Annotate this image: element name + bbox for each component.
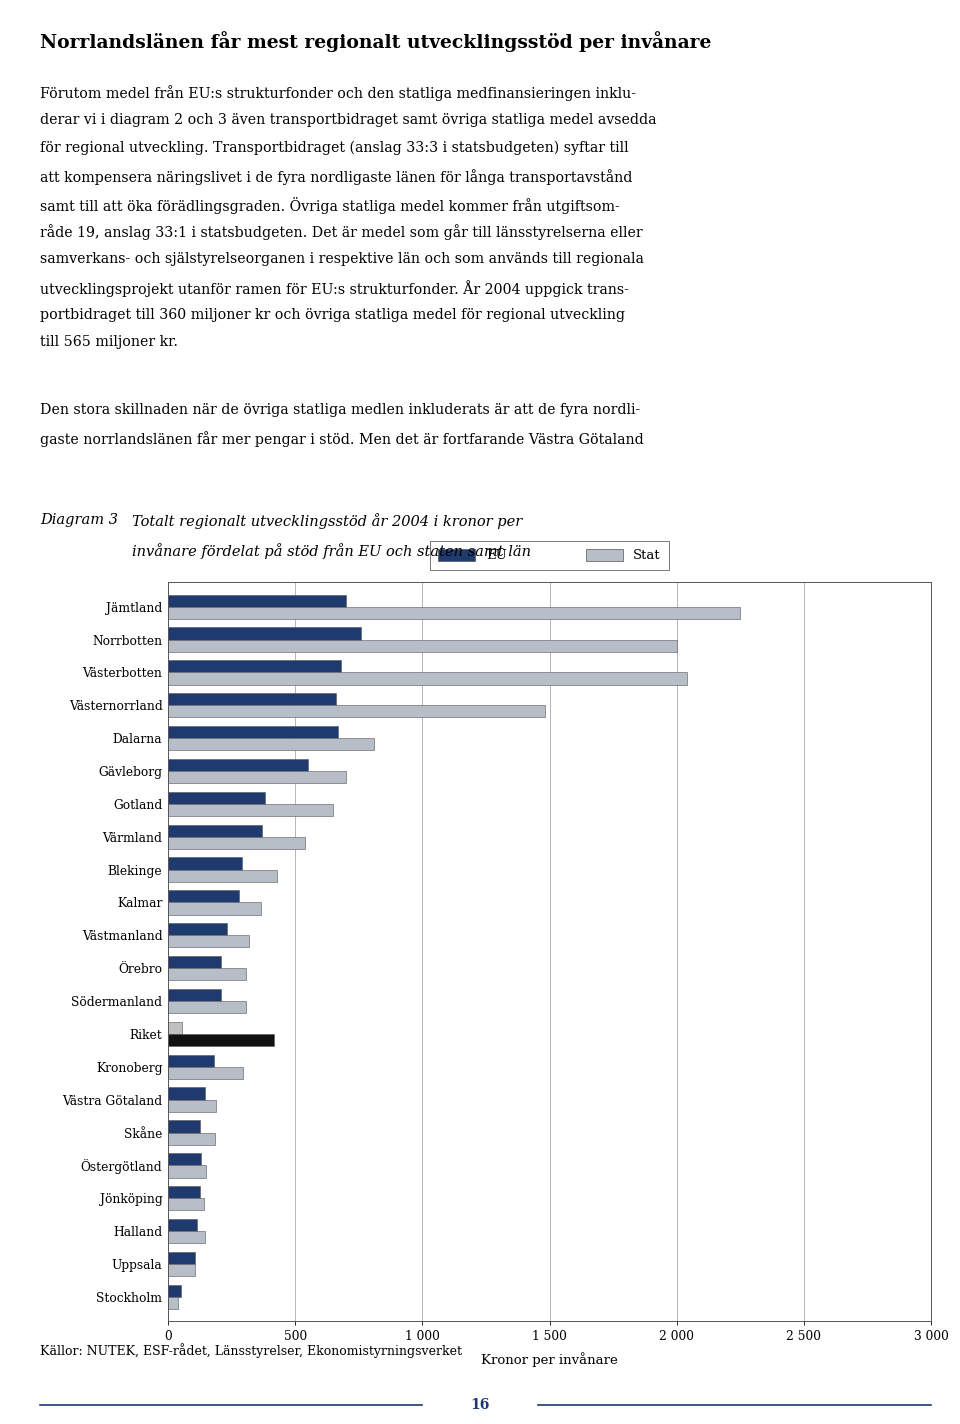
Bar <box>168 1121 200 1132</box>
Bar <box>168 837 305 849</box>
Bar <box>168 1232 204 1243</box>
Bar <box>168 1001 246 1014</box>
Bar <box>168 988 222 1001</box>
Text: Totalt regionalt utvecklingsstöd år 2004 i kronor per: Totalt regionalt utvecklingsstöd år 2004… <box>132 513 522 528</box>
Bar <box>168 936 250 947</box>
Bar <box>168 1055 214 1067</box>
Text: Förutom medel från EU:s strukturfonder och den statliga medfinansieringen inklu-: Förutom medel från EU:s strukturfonder o… <box>40 85 636 101</box>
Bar <box>168 770 346 783</box>
Bar <box>168 956 222 968</box>
Bar <box>168 1297 179 1309</box>
Bar <box>168 607 740 619</box>
Legend: EU, Stat: EU, Stat <box>430 541 669 570</box>
Bar <box>168 672 687 685</box>
Bar <box>168 705 544 718</box>
Bar <box>168 923 227 936</box>
Bar <box>168 903 261 914</box>
Bar <box>168 628 361 639</box>
Bar <box>168 805 333 816</box>
Text: för regional utveckling. Transportbidraget (anslag 33:3 i statsbudgeten) syftar : för regional utveckling. Transportbidrag… <box>40 141 629 155</box>
Text: samverkans- och själstyrelseorganen i respektive län och som används till region: samverkans- och själstyrelseorganen i re… <box>40 252 644 266</box>
Text: Norrlandslänen får mest regionalt utvecklingsstöd per invånare: Norrlandslänen får mest regionalt utveck… <box>40 31 711 53</box>
Bar <box>168 1034 274 1047</box>
Bar <box>168 1198 204 1210</box>
Bar <box>168 968 246 980</box>
Text: Källor: NUTEK, ESF-rådet, Länsstyrelser, Ekonomistyrningsverket: Källor: NUTEK, ESF-rådet, Länsstyrelser,… <box>40 1343 463 1357</box>
Bar <box>168 693 336 705</box>
Bar <box>168 1067 243 1079</box>
X-axis label: Kronor per invånare: Kronor per invånare <box>481 1351 618 1367</box>
Text: att kompensera näringslivet i de fyra nordligaste länen för långa transportavstå: att kompensera näringslivet i de fyra no… <box>40 169 633 185</box>
Bar <box>168 639 677 652</box>
Bar <box>168 1165 206 1178</box>
Bar <box>168 1153 201 1165</box>
Bar <box>168 824 262 837</box>
Bar <box>168 595 346 607</box>
Bar <box>168 661 341 672</box>
Text: till 565 miljoner kr.: till 565 miljoner kr. <box>40 336 179 349</box>
Text: utvecklingsprojekt utanför ramen för EU:s strukturfonder. År 2004 uppgick trans-: utvecklingsprojekt utanför ramen för EU:… <box>40 281 629 296</box>
Bar <box>168 1022 182 1034</box>
Bar <box>168 870 277 881</box>
Bar <box>168 1186 200 1198</box>
Bar <box>168 738 374 750</box>
Text: råde 19, anslag 33:1 i statsbudgeten. Det är medel som går till länsstyrelserna : råde 19, anslag 33:1 i statsbudgeten. De… <box>40 225 643 241</box>
Text: 16: 16 <box>470 1398 490 1413</box>
Bar <box>168 1265 195 1276</box>
Text: derar vi i diagram 2 och 3 även transportbidraget samt övriga statliga medel avs: derar vi i diagram 2 och 3 även transpor… <box>40 114 657 127</box>
Text: gaste norrlandslänen får mer pengar i stöd. Men det är fortfarande Västra Götala: gaste norrlandslänen får mer pengar i st… <box>40 431 644 447</box>
Bar <box>168 857 242 870</box>
Bar <box>168 1252 195 1265</box>
Bar <box>168 1219 197 1232</box>
Bar <box>168 1284 180 1297</box>
Text: portbidraget till 360 miljoner kr och övriga statliga medel för regional utveckl: portbidraget till 360 miljoner kr och öv… <box>40 308 625 322</box>
Text: invånare fördelat på stöd från EU och staten samt län: invånare fördelat på stöd från EU och st… <box>132 543 531 560</box>
Bar <box>168 1132 215 1145</box>
Bar <box>168 1088 204 1099</box>
Text: Diagram 3: Diagram 3 <box>40 513 118 527</box>
Bar <box>168 890 239 903</box>
Bar <box>168 792 265 805</box>
Text: Den stora skillnaden när de övriga statliga medlen inkluderats är att de fyra no: Den stora skillnaden när de övriga statl… <box>40 403 640 417</box>
Text: samt till att öka förädlingsgraden. Övriga statliga medel kommer från utgiftsom-: samt till att öka förädlingsgraden. Övri… <box>40 197 620 214</box>
Bar <box>168 759 308 770</box>
Bar <box>168 726 339 738</box>
Bar <box>168 1099 216 1112</box>
